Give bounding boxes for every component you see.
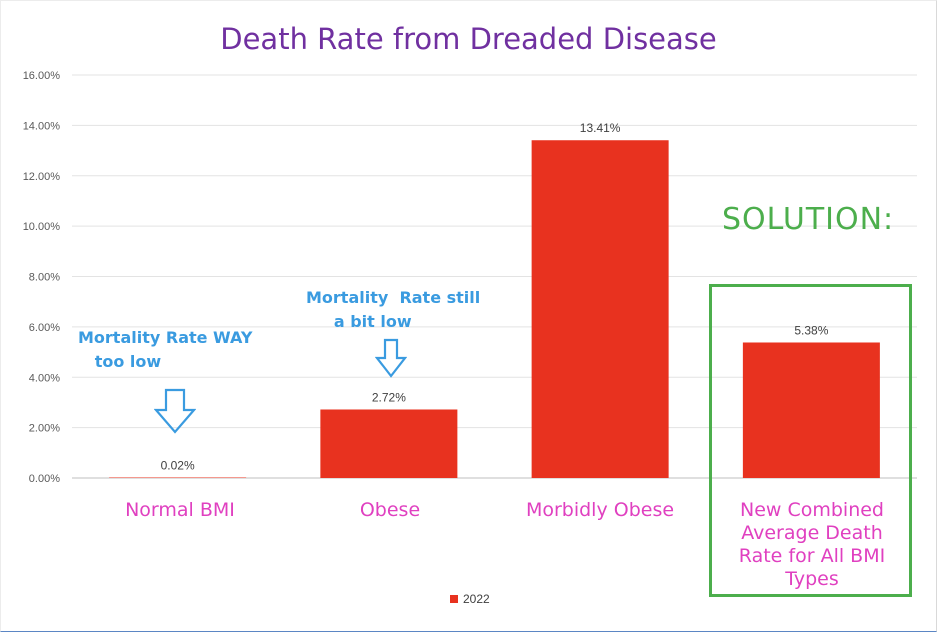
category-label-combined: New Combined Average Death Rate for All … (738, 499, 886, 590)
data-label: 13.41% (580, 121, 621, 135)
bar (531, 140, 669, 478)
category-label-morbidly-obese: Morbidly Obese (525, 499, 675, 521)
y-tick-label: 16.00% (23, 70, 61, 82)
down-arrow-icon (154, 388, 196, 434)
y-tick-label: 10.00% (23, 221, 61, 233)
y-tick-label: 0.00% (29, 473, 60, 485)
data-label: 0.02% (161, 458, 195, 472)
y-tick-label: 2.00% (29, 423, 60, 435)
solution-highlight-box (709, 284, 912, 597)
down-arrow-icon (375, 338, 407, 378)
category-label-obese: Obese (359, 499, 421, 521)
data-label: 2.72% (372, 390, 406, 404)
legend-swatch (450, 595, 458, 603)
category-label-normal-bmi: Normal BMI (125, 499, 235, 521)
y-tick-label: 12.00% (23, 171, 61, 183)
data-label: 5.38% (794, 323, 828, 337)
chart-title: Death Rate from Dreaded Disease (220, 22, 717, 56)
bar (109, 477, 247, 478)
y-tick-label: 8.00% (29, 272, 60, 284)
bar (320, 409, 458, 478)
y-tick-label: 6.00% (29, 322, 60, 334)
y-tick-label: 14.00% (23, 120, 61, 132)
note-obese: Mortality Rate still a bit low (306, 288, 481, 331)
legend: 2022 (450, 592, 490, 606)
bar (742, 342, 880, 478)
y-tick-label: 4.00% (29, 372, 60, 384)
solution-label: SOLUTION: (722, 202, 895, 237)
note-normal-bmi: Mortality Rate WAY too low (78, 328, 253, 371)
legend-label: 2022 (463, 592, 490, 606)
